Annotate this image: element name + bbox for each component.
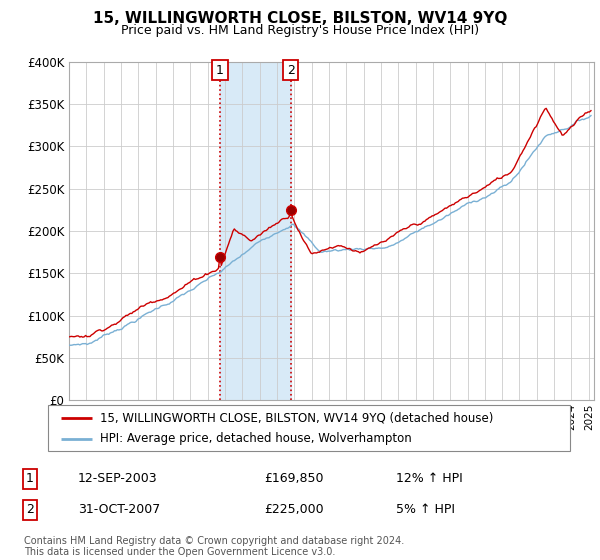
Text: £225,000: £225,000 (264, 503, 323, 516)
Text: 5% ↑ HPI: 5% ↑ HPI (396, 503, 455, 516)
Text: 15, WILLINGWORTH CLOSE, BILSTON, WV14 9YQ (detached house): 15, WILLINGWORTH CLOSE, BILSTON, WV14 9Y… (100, 411, 494, 424)
Text: Price paid vs. HM Land Registry's House Price Index (HPI): Price paid vs. HM Land Registry's House … (121, 24, 479, 36)
Text: 15, WILLINGWORTH CLOSE, BILSTON, WV14 9YQ: 15, WILLINGWORTH CLOSE, BILSTON, WV14 9Y… (93, 11, 507, 26)
Text: 31-OCT-2007: 31-OCT-2007 (78, 503, 160, 516)
Text: 12-SEP-2003: 12-SEP-2003 (78, 472, 158, 486)
Bar (220, 62, 290, 400)
Text: 2: 2 (26, 503, 34, 516)
Text: 2: 2 (287, 64, 295, 77)
Text: 1: 1 (26, 472, 34, 486)
Text: HPI: Average price, detached house, Wolverhampton: HPI: Average price, detached house, Wolv… (100, 432, 412, 445)
Text: £169,850: £169,850 (264, 472, 323, 486)
Text: 12% ↑ HPI: 12% ↑ HPI (396, 472, 463, 486)
FancyBboxPatch shape (48, 405, 570, 451)
Text: 1: 1 (216, 64, 224, 77)
Text: Contains HM Land Registry data © Crown copyright and database right 2024.
This d: Contains HM Land Registry data © Crown c… (24, 535, 404, 557)
